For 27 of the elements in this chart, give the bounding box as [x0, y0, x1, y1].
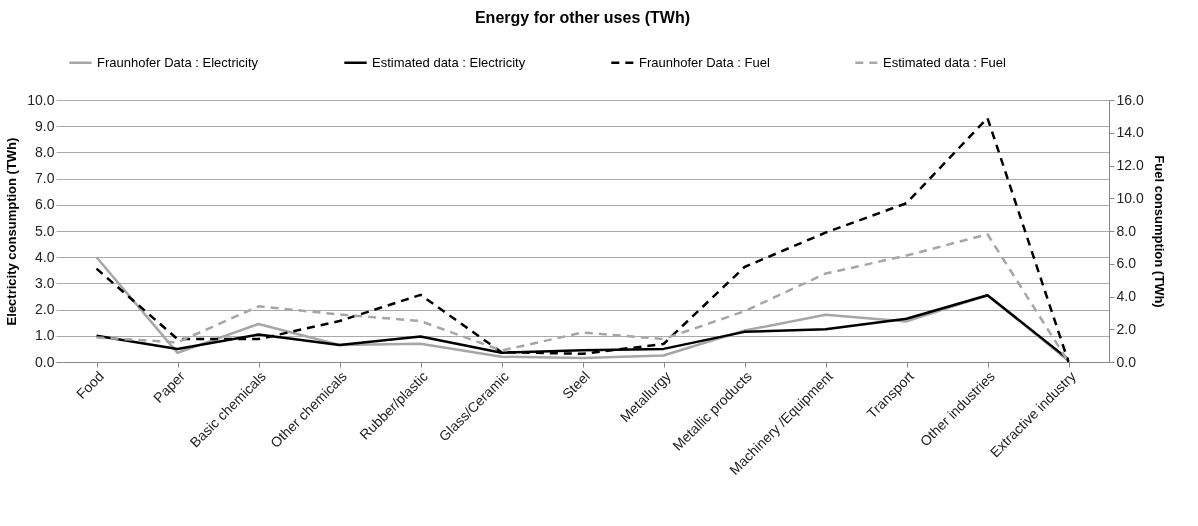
y2-tick-label: 16.0: [1116, 91, 1144, 108]
y2-tick-label: 12.0: [1116, 157, 1144, 173]
y2-tick-label: 4.0: [1116, 288, 1137, 304]
y-tick-label: 1.0: [35, 327, 55, 344]
legend-label: Fraunhofer Data : Electricity: [97, 54, 259, 70]
y-tick-label: 0.0: [35, 353, 55, 370]
y2-tick-label: 10.0: [1116, 189, 1144, 206]
y2-tick-label: 8.0: [1116, 222, 1137, 239]
y-tick-label: 2.0: [35, 301, 55, 318]
y-tick-label: 5.0: [35, 222, 55, 239]
y-tick-label: 10.0: [27, 91, 55, 108]
y-tick-label: 7.0: [35, 170, 55, 187]
y2-tick-label: 0.0: [1116, 353, 1137, 370]
y2-tick-label: 6.0: [1116, 255, 1137, 272]
y-tick-label: 9.0: [35, 117, 55, 134]
y2-tick-label: 14.0: [1116, 124, 1144, 141]
y-tick-label: 4.0: [35, 248, 55, 265]
y-tick-label: 8.0: [35, 143, 55, 160]
y-axis-title: Electricity consumption (TWh): [4, 137, 20, 326]
legend-label: Estimated data : Fuel: [883, 54, 1006, 70]
y2-axis-title: Fuel consumption (TWh): [1151, 155, 1167, 308]
y-tick-label: 3.0: [35, 274, 55, 291]
chart-title: Energy for other uses (TWh): [474, 9, 691, 26]
legend-label: Estimated data : Electricity: [372, 54, 526, 70]
y2-tick-label: 2.0: [1116, 320, 1137, 337]
legend-label: Fraunhofer Data : Fuel: [639, 54, 770, 70]
y-tick-label: 6.0: [35, 196, 55, 213]
